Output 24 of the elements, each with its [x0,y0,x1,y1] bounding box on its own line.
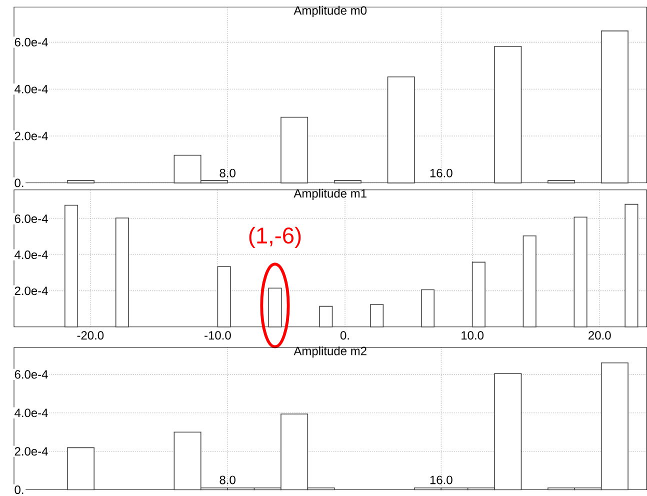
y-tick-label: 2.0e-4 [14,286,48,296]
chart-title: Amplitude m1 [294,188,366,200]
y-tick-label: 0. [14,486,24,494]
x-tick-label: 8.0 [220,476,236,484]
y-tick-label: 4.0e-4 [14,250,48,260]
y-tick-label: 6.0e-4 [14,370,48,379]
x-tick-label: 0. [340,331,349,340]
x-tick-label: 20.0 [588,331,611,340]
y-tick-label: 2.0e-4 [14,132,48,140]
x-tick-label: 10.0 [462,331,484,340]
chart-title: Amplitude m2 [294,346,366,358]
x-tick-label: 16.0 [430,476,452,484]
y-tick-label: 0. [14,178,24,188]
y-tick-label: 6.0e-4 [14,38,48,47]
x-tick-label: -20.0 [77,331,104,340]
y-tick-label: 2.0e-4 [14,447,48,456]
y-tick-label: 4.0e-4 [14,408,48,418]
x-tick-label: 8.0 [220,168,236,178]
y-tick-label: 4.0e-4 [14,84,48,94]
x-tick-label: -10.0 [204,331,231,340]
chart-title: Amplitude m0 [294,6,367,18]
x-tick-label: 16.0 [430,168,452,178]
y-tick-label: 6.0e-4 [14,214,48,224]
annotation: (1,-6) [249,227,301,248]
